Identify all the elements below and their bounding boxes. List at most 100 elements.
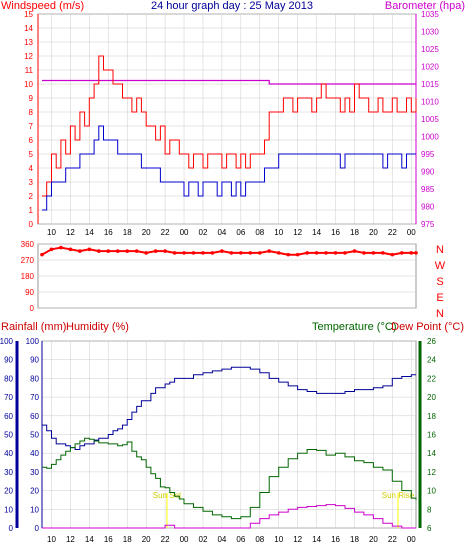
compass-label: N bbox=[436, 308, 444, 320]
barometer-axis-label: Barometer (hpa) bbox=[385, 0, 465, 12]
rain-y-tick: 50 bbox=[4, 431, 13, 440]
rain-y-tick: 70 bbox=[4, 393, 13, 402]
wind-y-tick: 2 bbox=[29, 192, 34, 201]
barometer-y-tick: 995 bbox=[421, 150, 435, 159]
barometer-y-tick: 1015 bbox=[421, 80, 439, 89]
dewpoint-axis-label: Dew Point (°C) bbox=[391, 321, 464, 333]
direction-y-tick: 360 bbox=[21, 240, 35, 249]
direction-y-tick: 270 bbox=[21, 256, 35, 265]
barometer-line bbox=[42, 79, 416, 85]
wind-y-tick: 14 bbox=[24, 24, 33, 33]
temperature-y-tick: 20 bbox=[427, 393, 436, 402]
wind-x-tick: 08 bbox=[255, 228, 264, 237]
compass-label: W bbox=[435, 260, 446, 272]
wind-y-tick: 9 bbox=[29, 94, 34, 103]
temperature-y-tick: 14 bbox=[427, 449, 436, 458]
wind-y-tick: 1 bbox=[29, 206, 34, 215]
temperature-y-tick: 6 bbox=[427, 524, 432, 533]
wind-x-tick: 04 bbox=[217, 228, 226, 237]
temperature-y-tick: 10 bbox=[427, 487, 436, 496]
humidity-axis-label: Humidity (%) bbox=[66, 321, 129, 333]
temp-x-tick: 10 bbox=[274, 535, 283, 544]
rain-y-tick: 0 bbox=[9, 524, 14, 533]
wind-y-tick: 4 bbox=[29, 164, 34, 173]
humidity-y-tick: 70 bbox=[30, 393, 39, 402]
rain-y-tick: 20 bbox=[4, 487, 13, 496]
wind-x-tick: 06 bbox=[236, 228, 245, 237]
barometer-y-tick: 985 bbox=[421, 185, 435, 194]
rain-y-tick: 10 bbox=[4, 505, 13, 514]
wind-y-tick: 0 bbox=[29, 220, 34, 229]
barometer-y-tick: 1025 bbox=[421, 45, 439, 54]
wind-gust-line bbox=[42, 55, 417, 197]
rain-y-tick: 90 bbox=[4, 356, 13, 365]
barometer-y-tick: 975 bbox=[421, 220, 435, 229]
temp-x-tick: 02 bbox=[199, 535, 208, 544]
rain-y-tick: 60 bbox=[4, 412, 13, 421]
temperature-axis-label: Temperature (°C) bbox=[312, 321, 396, 333]
wind-x-tick: 12 bbox=[293, 228, 302, 237]
wind-x-tick: 14 bbox=[312, 228, 321, 237]
wind-x-tick: 20 bbox=[369, 228, 378, 237]
temp-x-tick: 18 bbox=[123, 535, 132, 544]
barometer-y-tick: 1000 bbox=[421, 133, 439, 142]
wind-y-tick: 11 bbox=[25, 66, 34, 75]
temp-x-tick: 14 bbox=[312, 535, 321, 544]
compass-label: S bbox=[436, 276, 443, 288]
barometer-y-tick: 1030 bbox=[421, 28, 439, 37]
humidity-y-tick: 100 bbox=[26, 337, 40, 346]
humidity-y-tick: 50 bbox=[30, 431, 39, 440]
barometer-y-tick: 990 bbox=[421, 168, 435, 177]
wind-y-tick: 3 bbox=[29, 178, 34, 187]
wind-barometer-panel: 0123456789101112131415975980985990995100… bbox=[24, 10, 439, 237]
temp-x-tick: 00 bbox=[407, 535, 416, 544]
wind-y-tick: 6 bbox=[29, 136, 34, 145]
dewpoint-line bbox=[42, 504, 416, 529]
temp-x-tick: 16 bbox=[104, 535, 113, 544]
wind-x-tick: 16 bbox=[331, 228, 340, 237]
compass-label: E bbox=[436, 292, 443, 304]
temperature-y-tick: 12 bbox=[427, 468, 436, 477]
compass-label: N bbox=[436, 244, 444, 256]
wind-x-tick: 14 bbox=[85, 228, 94, 237]
temp-x-tick: 20 bbox=[142, 535, 151, 544]
direction-trace bbox=[41, 246, 416, 256]
temperature-y-tick: 22 bbox=[427, 374, 436, 383]
wind-y-tick: 15 bbox=[24, 10, 33, 19]
temperature-y-tick: 24 bbox=[427, 356, 436, 365]
temp-x-tick: 06 bbox=[236, 535, 245, 544]
rain-y-tick: 30 bbox=[4, 468, 13, 477]
barometer-y-tick: 980 bbox=[421, 203, 435, 212]
wind-x-tick: 16 bbox=[104, 228, 113, 237]
rain-y-tick: 100 bbox=[0, 337, 14, 346]
temperature-y-tick: 18 bbox=[427, 412, 436, 421]
temp-x-tick: 22 bbox=[161, 535, 170, 544]
chart-title: 24 hour graph day : 25 May 2013 bbox=[151, 0, 313, 12]
rain-y-tick: 40 bbox=[4, 449, 13, 458]
sun-marker-label: Sun Rise bbox=[382, 491, 415, 500]
wind-x-tick: 18 bbox=[123, 228, 132, 237]
barometer-y-tick: 1005 bbox=[421, 115, 439, 124]
direction-y-tick: 180 bbox=[21, 272, 35, 281]
wind-x-tick: 20 bbox=[142, 228, 151, 237]
wind-y-tick: 12 bbox=[24, 52, 33, 61]
wind-y-tick: 5 bbox=[29, 150, 34, 159]
humidity-line bbox=[42, 366, 416, 450]
wind-x-tick: 18 bbox=[350, 228, 359, 237]
rain-y-tick: 80 bbox=[4, 374, 13, 383]
temp-x-tick: 14 bbox=[85, 535, 94, 544]
wind-x-tick: 10 bbox=[274, 228, 283, 237]
barometer-y-tick: 1035 bbox=[421, 10, 439, 19]
temperature-y-tick: 16 bbox=[427, 431, 436, 440]
temp-x-tick: 20 bbox=[369, 535, 378, 544]
temp-x-tick: 10 bbox=[47, 535, 56, 544]
temp-x-tick: 12 bbox=[66, 535, 75, 544]
temperature-y-tick: 8 bbox=[427, 505, 432, 514]
humidity-y-tick: 80 bbox=[30, 374, 39, 383]
sun-marker-label: Sun Set bbox=[153, 491, 182, 500]
wind-x-tick: 12 bbox=[66, 228, 75, 237]
humidity-y-tick: 20 bbox=[30, 487, 39, 496]
